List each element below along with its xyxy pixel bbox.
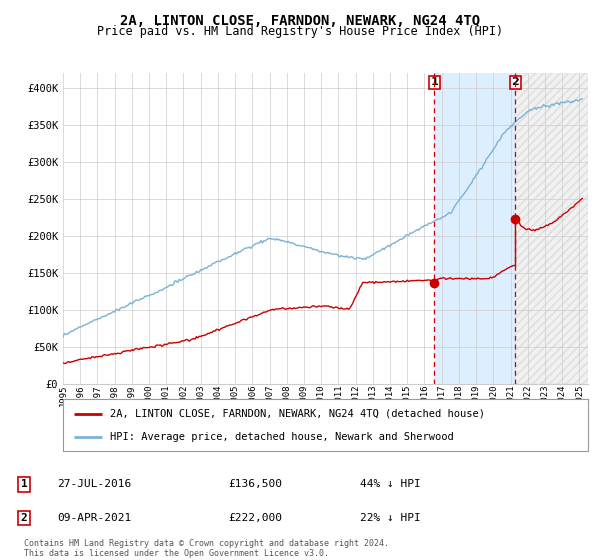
Text: 2A, LINTON CLOSE, FARNDON, NEWARK, NG24 4TQ (detached house): 2A, LINTON CLOSE, FARNDON, NEWARK, NG24 … <box>110 409 485 419</box>
Text: 1: 1 <box>431 77 439 87</box>
Text: 27-JUL-2016: 27-JUL-2016 <box>57 479 131 489</box>
Text: 2: 2 <box>511 77 519 87</box>
Text: 2: 2 <box>20 513 28 523</box>
Text: 1: 1 <box>20 479 28 489</box>
Text: Contains HM Land Registry data © Crown copyright and database right 2024.
This d: Contains HM Land Registry data © Crown c… <box>24 539 389 558</box>
Text: £136,500: £136,500 <box>228 479 282 489</box>
Text: HPI: Average price, detached house, Newark and Sherwood: HPI: Average price, detached house, Newa… <box>110 432 454 442</box>
Text: 09-APR-2021: 09-APR-2021 <box>57 513 131 523</box>
Text: Price paid vs. HM Land Registry's House Price Index (HPI): Price paid vs. HM Land Registry's House … <box>97 25 503 38</box>
Bar <box>515 73 588 384</box>
Text: 2A, LINTON CLOSE, FARNDON, NEWARK, NG24 4TQ: 2A, LINTON CLOSE, FARNDON, NEWARK, NG24 … <box>120 14 480 28</box>
Text: 44% ↓ HPI: 44% ↓ HPI <box>360 479 421 489</box>
Text: 22% ↓ HPI: 22% ↓ HPI <box>360 513 421 523</box>
Text: £222,000: £222,000 <box>228 513 282 523</box>
Bar <box>434 73 515 384</box>
